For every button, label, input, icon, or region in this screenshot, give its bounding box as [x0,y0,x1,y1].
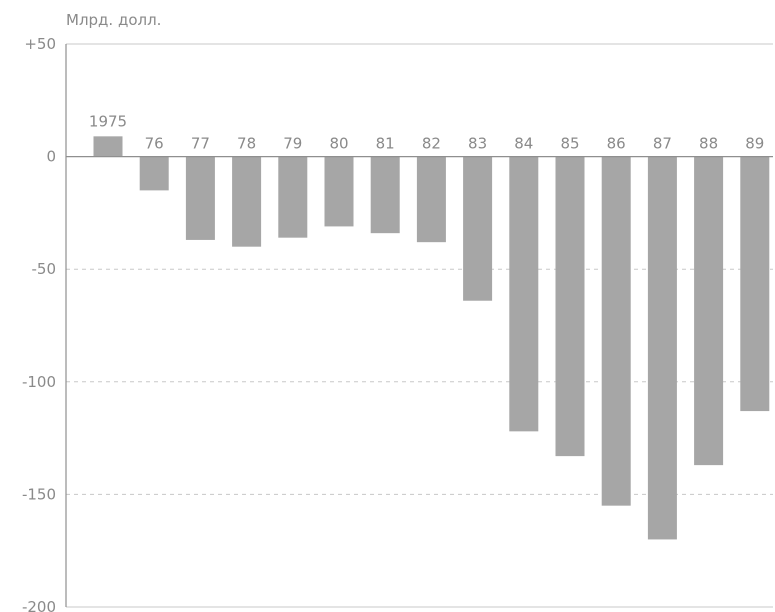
category-label-88: 88 [699,135,718,153]
y-tick-label: -150 [22,485,56,503]
bar-77 [185,156,215,240]
bar-78 [232,156,262,247]
bar-76 [139,156,169,191]
axis-layer [65,43,773,608]
bar-84 [509,156,539,432]
category-label-1975: 1975 [89,112,127,130]
bar-85 [555,156,585,457]
category-label-85: 85 [560,135,579,153]
bar-82 [416,156,446,243]
bar-1975 [93,136,123,157]
category-label-80: 80 [329,135,348,153]
bar-layer [93,136,770,540]
bar-87 [647,156,677,540]
bar-80 [324,156,354,227]
bar-89 [740,156,770,412]
category-label-76: 76 [145,135,164,153]
category-label-78: 78 [237,135,256,153]
category-label-77: 77 [191,135,210,153]
y-tick-label: +50 [24,35,56,53]
category-label-87: 87 [653,135,672,153]
y-tick-label: -200 [22,598,56,612]
bar-79 [278,156,308,238]
category-label-86: 86 [607,135,626,153]
y-axis-unit-label: Млрд. долл. [66,11,161,29]
y-tick-label: 0 [46,148,56,166]
category-label-84: 84 [514,135,533,153]
bar-88 [694,156,724,466]
label-layer: +50 0 -50 -100 -150 -200 1975 76 77 78 79 80 81 82 83 8… [22,35,764,612]
category-label-83: 83 [468,135,487,153]
category-label-79: 79 [283,135,302,153]
grid-layer [66,268,773,495]
category-label-89: 89 [745,135,764,153]
y-tick-label: -50 [32,260,57,278]
bar-83 [463,156,493,301]
category-label-82: 82 [422,135,441,153]
bar-86 [601,156,631,506]
bar-81 [370,156,400,234]
y-tick-label: -100 [22,373,56,391]
category-label-81: 81 [376,135,395,153]
